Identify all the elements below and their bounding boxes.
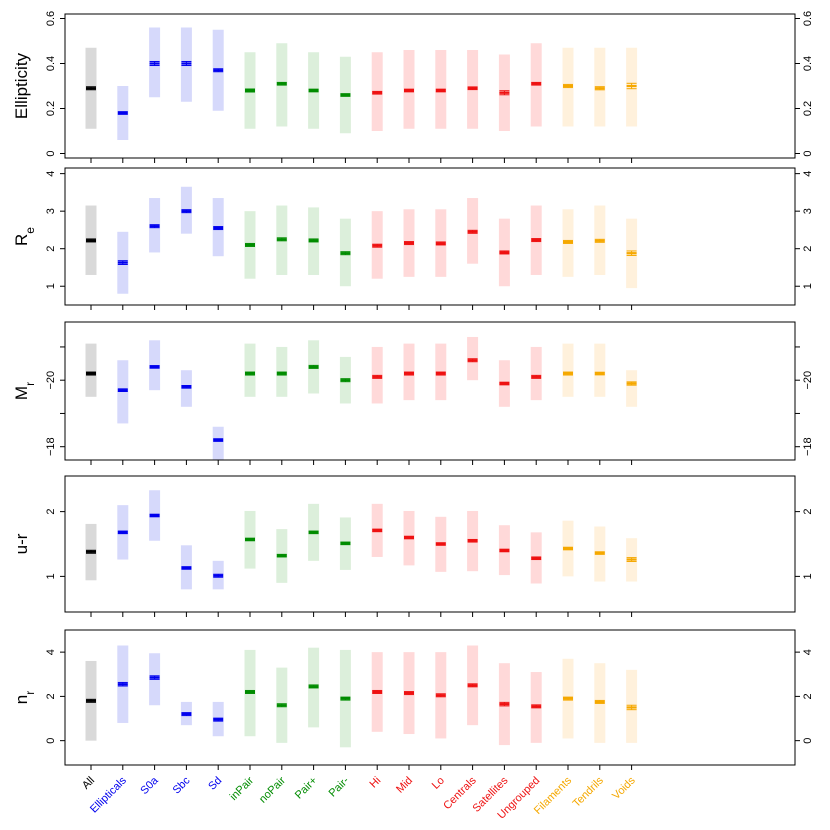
y-tick-label-left: −18 — [45, 437, 57, 456]
y-tick-label-right: 0.4 — [802, 56, 814, 71]
range-band — [85, 343, 97, 397]
category-label: Mid — [394, 775, 415, 796]
y-tick-label-right: 0.2 — [802, 101, 814, 116]
y-tick-label-right: 1 — [802, 283, 814, 289]
y-axis-label: u-r — [12, 533, 31, 554]
y-axis-label-subscript: r — [23, 382, 37, 386]
range-band — [594, 343, 606, 397]
y-tick-label-right: 4 — [802, 171, 814, 177]
category-label: noPair — [257, 774, 288, 805]
y-tick-label-left: −20 — [45, 371, 57, 390]
y-tick-label-right: 0 — [802, 738, 814, 744]
y-tick-label-left: 4 — [45, 649, 57, 655]
category-label: Hi — [367, 775, 383, 791]
y-tick-label-left: 0.2 — [45, 101, 57, 116]
y-axis-label: Ellipticity — [12, 52, 31, 119]
y-tick-label-right: 2 — [802, 246, 814, 252]
y-tick-label-left: 1 — [45, 573, 57, 579]
y-axis-label-subscript: e — [23, 227, 37, 234]
category-label: Sd — [206, 775, 224, 793]
y-axis-label: Mr — [12, 382, 37, 400]
category-label: S0a — [138, 774, 161, 797]
y-tick-label-left: 3 — [45, 208, 57, 214]
y-axis-label: Re — [12, 227, 37, 246]
y-tick-label-right: 2 — [802, 509, 814, 515]
category-label: Voids — [610, 774, 638, 802]
y-tick-label-left: 0.6 — [45, 11, 57, 26]
panel-frame — [64, 629, 796, 766]
y-tick-label-right: 3 — [802, 208, 814, 214]
category-label: Lo — [430, 775, 447, 792]
y-tick-label-right: 0.6 — [802, 11, 814, 26]
y-tick-label-left: 0.4 — [45, 56, 57, 71]
range-band — [626, 370, 638, 407]
y-tick-label-left: 1 — [45, 283, 57, 289]
y-tick-label-right: −20 — [802, 371, 814, 390]
y-tick-label-left: 4 — [45, 171, 57, 177]
y-tick-label-right: 1 — [802, 573, 814, 579]
category-label: inPair — [228, 774, 257, 803]
panel-frame — [64, 475, 796, 613]
y-axis-label-subscript: r — [23, 691, 37, 695]
y-tick-label-left: 0 — [45, 738, 57, 744]
y-tick-label-right: −18 — [802, 437, 814, 456]
range-band — [562, 343, 574, 397]
y-tick-label-left: 0 — [45, 150, 57, 156]
y-tick-label-right: 0 — [802, 150, 814, 156]
y-axis-label: nr — [12, 691, 37, 704]
y-tick-label-left: 2 — [45, 246, 57, 252]
range-band — [244, 343, 256, 397]
y-tick-label-right: 2 — [802, 693, 814, 699]
y-tick-label-left: 2 — [45, 509, 57, 515]
y-tick-label-right: 4 — [802, 649, 814, 655]
category-label: All — [80, 775, 97, 792]
category-label: Pair- — [327, 774, 352, 799]
panel-frame — [64, 13, 796, 159]
range-band — [530, 346, 542, 401]
y-tick-label-left: 2 — [45, 693, 57, 699]
panel-frame — [64, 167, 796, 306]
category-label: Sbc — [171, 774, 193, 796]
range-band — [212, 426, 224, 460]
category-label: Tendrils — [571, 774, 607, 810]
category-label: Pair+ — [293, 775, 320, 802]
panel-frame — [64, 321, 796, 461]
